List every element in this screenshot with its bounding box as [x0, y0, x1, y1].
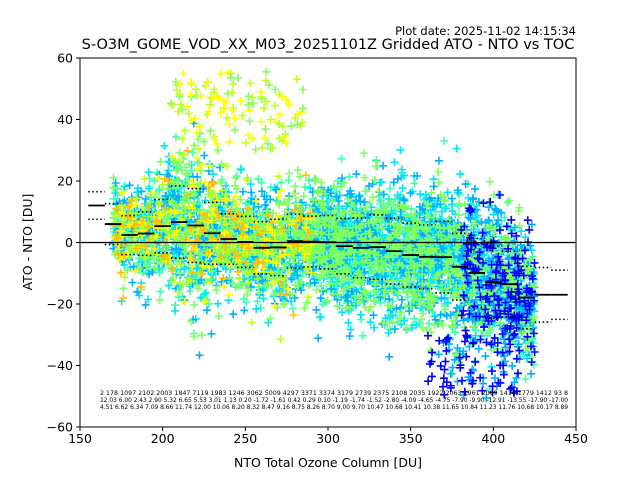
bin-statistics [88, 185, 568, 330]
stats-row-0: 2 178 1097 2102 2003 1847 7119 1983 1246… [100, 390, 568, 397]
y-tick-label: −40 [47, 358, 73, 373]
bin-stats-text: 2 178 1097 2102 2003 1847 7119 1983 1246… [100, 390, 568, 411]
stats-row-2: 4.51 6.62 6.34 7.09 8.66 11.74 12.00 10.… [100, 404, 568, 411]
y-tick-label: 60 [57, 51, 73, 66]
plot-date: Plot date: 2025-11-02 14:15:34 [395, 24, 576, 38]
y-axis: −60 −40 −20 0 20 40 60 [47, 51, 80, 435]
chart-title: S-O3M_GOME_VOD_XX_M03_20251101Z Gridded … [82, 37, 575, 53]
y-tick-label: 40 [57, 112, 73, 127]
x-tick-label: 250 [233, 431, 257, 446]
y-tick-label: 0 [65, 235, 73, 250]
x-tick-label: 450 [564, 431, 588, 446]
y-tick-label: −20 [47, 297, 73, 312]
y-tick-label: −60 [47, 420, 73, 435]
x-tick-label: 400 [481, 431, 505, 446]
stats-row-1: 12.03 6.00 2.43 2.90 5.32 6.65 5.53 3.01… [100, 397, 568, 404]
x-axis-label: NTO Total Ozone Column [DU] [234, 455, 422, 470]
x-tick-label: 350 [399, 431, 423, 446]
x-tick-label: 200 [151, 431, 175, 446]
y-tick-label: 20 [57, 174, 73, 189]
x-tick-label: 300 [316, 431, 340, 446]
scatter-series-0 [424, 191, 539, 399]
y-axis-label: ATO - NTO [DU] [20, 194, 35, 291]
scatter-points [109, 67, 539, 402]
x-tick-label: 150 [68, 431, 92, 446]
x-axis: 150 200 250 300 350 400 450 [68, 427, 588, 446]
